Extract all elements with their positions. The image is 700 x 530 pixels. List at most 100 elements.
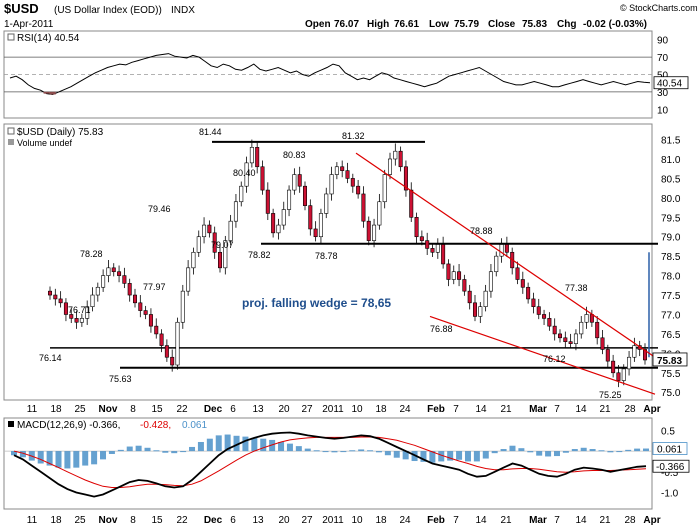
price-annotation: 77.38 bbox=[565, 283, 588, 293]
x-tick: Dec bbox=[204, 515, 223, 526]
candle-body bbox=[462, 279, 467, 292]
candle-body bbox=[202, 224, 207, 238]
candle-body bbox=[372, 224, 377, 241]
candle-body bbox=[520, 279, 525, 288]
macd-histogram-bar bbox=[100, 451, 107, 460]
x-tick: 28 bbox=[624, 404, 636, 415]
macd-histogram-bar bbox=[260, 438, 267, 452]
macd-histogram-bar bbox=[304, 448, 311, 452]
volume-label: Volume undef bbox=[17, 138, 73, 148]
x-tick: 14 bbox=[475, 515, 487, 526]
candle-body bbox=[233, 201, 238, 222]
price-annotation: 75.25 bbox=[599, 390, 622, 400]
price-annotation: 79.46 bbox=[148, 204, 171, 214]
candle-body bbox=[642, 349, 647, 361]
macd-histogram-bar bbox=[429, 451, 436, 463]
candle-body bbox=[499, 244, 504, 257]
index-name: (US Dollar Index (EOD)) bbox=[54, 5, 162, 16]
symbol: $USD bbox=[4, 1, 39, 16]
x-tick: 21 bbox=[500, 515, 512, 526]
watermark: © StockCharts.com bbox=[620, 3, 698, 13]
price-annotation: 76.71 bbox=[68, 305, 91, 315]
macd-histogram-bar bbox=[607, 451, 614, 453]
macd-histogram-bar bbox=[482, 451, 489, 459]
x-tick: 10 bbox=[351, 515, 363, 526]
x-tick: 13 bbox=[252, 515, 264, 526]
candle-body bbox=[175, 321, 180, 366]
candle-body bbox=[281, 209, 286, 226]
candle-body bbox=[504, 244, 509, 253]
macd-histogram-bar bbox=[144, 447, 151, 452]
macd-histogram-bar bbox=[536, 451, 543, 456]
macd-histogram-bar bbox=[420, 451, 427, 462]
price-y-tick: 75.0 bbox=[661, 388, 681, 399]
x-tick: Feb bbox=[427, 515, 445, 526]
candle-body bbox=[287, 189, 292, 210]
x-tick: 27 bbox=[301, 404, 313, 415]
x-tick: 20 bbox=[278, 404, 290, 415]
price-annotation: 76.88 bbox=[430, 324, 453, 334]
macd-histogram-bar bbox=[224, 434, 231, 452]
candle-body bbox=[164, 345, 169, 358]
candle-body bbox=[361, 193, 366, 222]
candle-body bbox=[494, 255, 499, 273]
candle-body bbox=[191, 251, 196, 269]
candle-body bbox=[356, 185, 361, 195]
rsi-y-tick: 10 bbox=[657, 105, 669, 116]
macd-legend: MACD(12,26,9) -0.366, bbox=[17, 420, 120, 431]
close-label: Close bbox=[488, 19, 516, 30]
candle-body bbox=[324, 193, 329, 214]
candle-body bbox=[573, 333, 578, 344]
x-tick: 7 bbox=[453, 404, 459, 415]
candle-body bbox=[536, 306, 541, 315]
candle-body bbox=[542, 314, 547, 319]
candle-body bbox=[377, 201, 382, 226]
candle-body bbox=[403, 166, 408, 191]
candle-body bbox=[122, 275, 127, 284]
candle-body bbox=[552, 325, 557, 335]
price-y-tick: 78.0 bbox=[661, 272, 681, 283]
x-tick: 18 bbox=[375, 404, 387, 415]
candle-body bbox=[515, 267, 520, 280]
macd-y-tick: 0.5 bbox=[661, 426, 675, 437]
macd-histogram-bar bbox=[367, 450, 374, 452]
candle-body bbox=[340, 166, 345, 171]
price-annotation: 79.07 bbox=[211, 240, 234, 250]
macd-histogram-bar bbox=[46, 451, 53, 466]
price-annotation: 81.32 bbox=[342, 131, 365, 141]
macd-value-badge bbox=[652, 459, 690, 473]
macd-histogram-bar bbox=[286, 443, 293, 452]
candle-body bbox=[435, 244, 440, 253]
macd-histogram-bar bbox=[375, 451, 382, 453]
x-tick: 27 bbox=[301, 515, 313, 526]
candle-body bbox=[478, 306, 483, 317]
macd-histogram-bar bbox=[233, 435, 240, 452]
candle-body bbox=[313, 228, 318, 238]
macd-panel bbox=[3, 417, 653, 510]
macd-hist-badge bbox=[652, 442, 688, 455]
price-value-badge-text: 75.83 bbox=[657, 356, 682, 367]
macd-histogram-bar bbox=[518, 448, 525, 452]
price-y-tick: 80.0 bbox=[661, 194, 681, 205]
candle-body bbox=[276, 224, 281, 234]
price-y-tick: 79.5 bbox=[661, 213, 681, 224]
x-tick: 11 bbox=[27, 515, 38, 526]
macd-histogram-bar bbox=[509, 445, 516, 452]
price-panel bbox=[3, 123, 653, 401]
macd-histogram-bar bbox=[331, 451, 338, 453]
macd-histogram-bar bbox=[625, 449, 632, 452]
candle-body bbox=[239, 185, 244, 203]
x-tick: Dec bbox=[204, 404, 223, 415]
macd-histogram-bar bbox=[473, 451, 480, 462]
macd-histogram-bar bbox=[456, 451, 463, 460]
candle-body bbox=[441, 244, 446, 265]
macd-histogram-bar bbox=[313, 450, 320, 452]
macd-histogram-bar bbox=[180, 451, 187, 453]
x-tick: 7 bbox=[453, 515, 459, 526]
macd-hist-badge-text: 0.061 bbox=[657, 445, 682, 456]
volume-legend-icon bbox=[8, 139, 14, 145]
candle-body bbox=[557, 333, 562, 339]
macd-histogram-bar bbox=[545, 451, 552, 457]
